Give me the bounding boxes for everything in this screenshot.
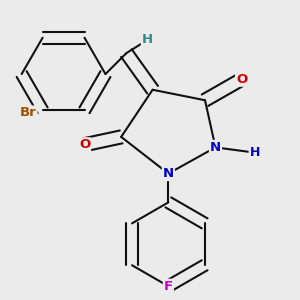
Text: O: O xyxy=(79,138,90,151)
Text: H: H xyxy=(142,34,153,46)
Text: H: H xyxy=(250,146,260,159)
Text: N: N xyxy=(210,141,221,154)
Text: N: N xyxy=(163,167,174,180)
Text: O: O xyxy=(236,73,247,86)
Text: Br: Br xyxy=(20,106,37,119)
Text: F: F xyxy=(164,280,173,293)
